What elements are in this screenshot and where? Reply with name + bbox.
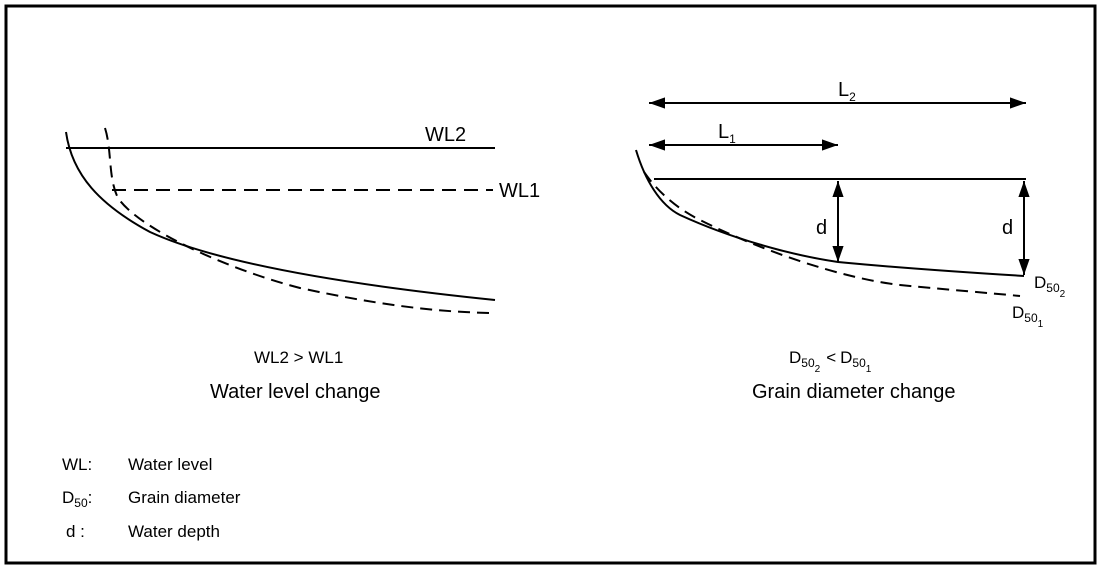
left-panel: WL2 WL1 WL2 > WL1 Water level change <box>66 124 540 403</box>
depth-label-1: d <box>816 217 827 239</box>
right-bed-profile-dashed <box>644 172 1020 296</box>
legend-text-d: Water depth <box>128 522 220 541</box>
diagram-frame <box>6 6 1095 563</box>
left-caption: Water level change <box>210 381 380 403</box>
left-comparison: WL2 > WL1 <box>254 348 343 367</box>
legend: WL: Water level D50: Grain diameter d : … <box>62 455 241 541</box>
legend-symbol-d50: D50: <box>62 488 92 510</box>
depth-label-2: d <box>1002 217 1013 239</box>
legend-text-wl: Water level <box>128 455 212 474</box>
bed-profile-solid <box>66 132 495 300</box>
l2-label: L2 <box>838 79 856 104</box>
d50-2-label: D502 <box>1034 273 1066 300</box>
legend-text-d50: Grain diameter <box>128 488 241 507</box>
bed-profile-dashed <box>105 128 492 313</box>
legend-symbol-d: d : <box>66 522 85 541</box>
wl2-label: WL2 <box>425 124 466 146</box>
right-caption: Grain diameter change <box>752 381 955 403</box>
d50-1-label: D501 <box>1012 303 1044 330</box>
right-comparison: D502< D501 <box>789 348 872 375</box>
l1-label: L1 <box>718 121 736 146</box>
wl1-label: WL1 <box>499 180 540 202</box>
right-bed-profile-solid <box>636 150 1024 276</box>
legend-symbol-wl: WL: <box>62 455 92 474</box>
right-panel: L2 L1 d d D502 D501 D502< D501 Grain diam… <box>636 79 1066 403</box>
